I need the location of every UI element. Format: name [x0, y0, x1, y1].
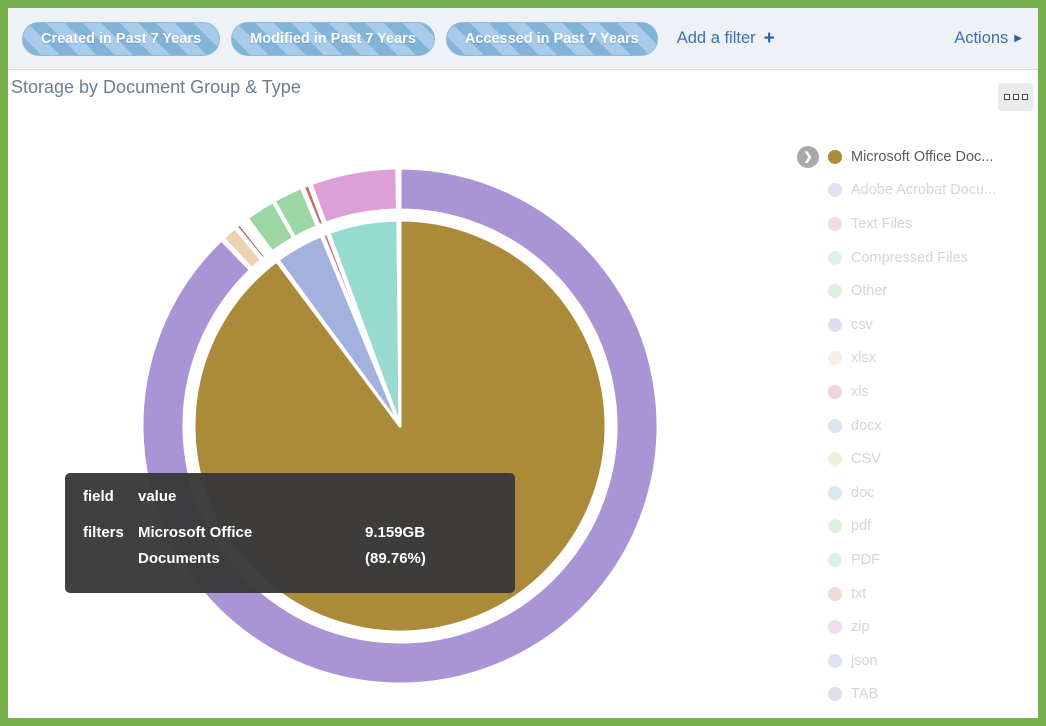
- legend-item-label: json: [851, 652, 878, 669]
- legend-item-label: xlsx: [851, 350, 876, 367]
- legend-color-dot: [828, 552, 842, 567]
- legend-item-label: Adobe Acrobat Docu...: [851, 182, 997, 199]
- legend-item[interactable]: docx: [797, 409, 1038, 443]
- filter-pills: Created in Past 7 Years Modified in Past …: [22, 21, 658, 56]
- actions-label: Actions: [954, 29, 1009, 47]
- legend-item-label: csv: [851, 316, 873, 333]
- tooltip-field-header: field: [83, 488, 114, 505]
- legend-color-dot: [828, 653, 842, 668]
- legend-item-label: CSV: [851, 451, 881, 468]
- filter-pill[interactable]: Created in Past 7 Years: [22, 21, 221, 56]
- legend-color-dot: [828, 586, 842, 601]
- legend-item[interactable]: ❯ Microsoft Office Doc...: [797, 140, 1038, 174]
- legend-item[interactable]: CSV: [797, 442, 1038, 476]
- pie-segment-xls[interactable]: [234, 222, 268, 261]
- filter-pill[interactable]: Modified in Past 7 Years: [231, 21, 435, 56]
- tooltip-value-header: value: [138, 488, 177, 505]
- legend-collapse-icon[interactable]: ❯: [797, 145, 819, 168]
- legend-color-dot: [828, 183, 842, 198]
- legend-color-dot: [828, 250, 842, 265]
- panel-options-icon: [1003, 94, 1010, 100]
- legend-color-dot: [828, 216, 842, 231]
- plus-icon: +: [763, 28, 775, 49]
- filter-bar: Created in Past 7 Years Modified in Past …: [8, 8, 1038, 70]
- legend-color-dot: [828, 284, 842, 299]
- legend-color-dot: [828, 620, 842, 635]
- legend-item-label: docx: [851, 417, 882, 434]
- legend-item[interactable]: doc: [797, 476, 1038, 510]
- pie-segment-other[interactable]: [396, 218, 402, 428]
- legend-color-dot: [828, 519, 842, 534]
- legend-color-dot: [828, 452, 842, 467]
- legend-item-label: pdf: [851, 518, 872, 535]
- legend-color-dot: [828, 317, 842, 332]
- tooltip-amount-cell: 9.159GB (89.76%): [365, 524, 426, 567]
- tooltip-field-cell: filters: [83, 524, 124, 541]
- legend-color-dot: [828, 687, 842, 702]
- legend-item-label: txt: [851, 585, 867, 602]
- legend-color-dot: [828, 418, 842, 433]
- visualization-panel: Storage by Document Group & Type ❯ Micros…: [8, 70, 1038, 718]
- add-filter-button[interactable]: Add a filter +: [677, 29, 775, 48]
- pie-tooltip: field value filters Microsoft Office Doc…: [65, 473, 515, 593]
- pie-segment-csv[interactable]: [140, 166, 660, 686]
- tooltip-label-cell: Microsoft Office Documents: [138, 524, 253, 567]
- legend-item-label: Compressed Files: [851, 249, 968, 266]
- legend-item-label: PDF: [851, 551, 880, 568]
- pie-segment-txt[interactable]: [301, 183, 326, 228]
- legend-item[interactable]: Other: [797, 274, 1038, 308]
- legend-item[interactable]: PDF: [797, 543, 1038, 577]
- page-title: Storage by Document Group & Type: [11, 77, 301, 97]
- pie-segment-doc[interactable]: [243, 217, 273, 255]
- legend-item[interactable]: csv: [797, 308, 1038, 342]
- legend-item[interactable]: json: [797, 644, 1038, 678]
- panel-options-button[interactable]: [998, 83, 1033, 111]
- pie-segment-zip[interactable]: [309, 166, 399, 225]
- pie-segment-adobe-acrobat-documents[interactable]: [276, 234, 402, 428]
- legend-color-dot: [828, 351, 842, 366]
- legend-item-label: TAB: [851, 686, 879, 703]
- caret-right-icon: ▶: [1014, 32, 1022, 44]
- legend-item[interactable]: xls: [797, 375, 1038, 409]
- legend-item-label: Text Files: [851, 215, 913, 232]
- legend-item-label: Other: [851, 283, 888, 300]
- legend-item[interactable]: Compressed Files: [797, 241, 1038, 275]
- pie-segment-xlsx[interactable]: [221, 226, 264, 271]
- legend-color-dot: [828, 384, 842, 399]
- legend-item[interactable]: TAB: [797, 678, 1038, 712]
- chart-legend: ❯ Microsoft Office Doc... Adobe Acrobat Do…: [797, 140, 1038, 711]
- legend-item-label: zip: [851, 619, 870, 636]
- legend-item-label: xls: [851, 383, 869, 400]
- filter-pill[interactable]: Accessed in Past 7 Years: [445, 21, 658, 56]
- legend-color-dot: [828, 485, 842, 500]
- legend-item[interactable]: txt: [797, 577, 1038, 611]
- legend-item[interactable]: pdf: [797, 510, 1038, 544]
- pie-segment-pdf[interactable]: [272, 186, 319, 239]
- legend-item[interactable]: Adobe Acrobat Docu...: [797, 174, 1038, 208]
- add-filter-label: Add a filter: [676, 29, 756, 47]
- legend-item[interactable]: xlsx: [797, 342, 1038, 376]
- actions-menu-button[interactable]: Actions ▶: [954, 29, 1022, 48]
- legend-item-label: doc: [851, 484, 875, 501]
- legend-color-dot: [828, 149, 842, 164]
- legend-item[interactable]: zip: [797, 610, 1038, 644]
- pie-segment-tab[interactable]: [397, 166, 402, 212]
- legend-item-label: Microsoft Office Doc...: [851, 148, 994, 165]
- legend-item[interactable]: Text Files: [797, 207, 1038, 241]
